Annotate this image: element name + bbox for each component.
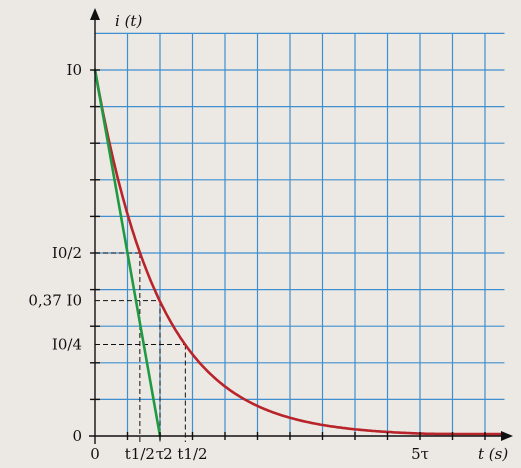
y-tick-label: I0/2	[52, 244, 82, 262]
x-tick-label: t1/2	[125, 445, 155, 463]
y-tick-label: 0,37 I0	[28, 292, 82, 310]
plot-axes	[89, 8, 513, 444]
dashed-guides	[95, 252, 186, 442]
decay-curve	[93, 68, 506, 436]
x-tick-label: 5τ	[411, 445, 429, 463]
y-tick-label: I0/4	[52, 336, 82, 354]
x-tick-label: 0	[90, 445, 100, 463]
x-tick-label: τ	[156, 445, 164, 463]
y-axis-label: i (t)	[115, 12, 142, 30]
y-axis-arrow	[90, 8, 100, 20]
y-tick-label: 0	[72, 427, 82, 445]
y-tick-label: I0	[67, 61, 82, 79]
y-tick-labels: I0 I0/2 0,37 I0 I0/4 0	[28, 61, 82, 445]
plot-series	[93, 68, 506, 438]
plot-grid	[95, 32, 505, 436]
x-axis-label: t (s)	[478, 445, 508, 463]
x-axis-arrow	[501, 431, 513, 441]
tangent-line	[93, 68, 162, 438]
x-tick-label: 2 t1/2	[163, 445, 207, 463]
x-tick-labels: 0 t1/2 τ2 t1/2 5τ	[90, 445, 429, 463]
